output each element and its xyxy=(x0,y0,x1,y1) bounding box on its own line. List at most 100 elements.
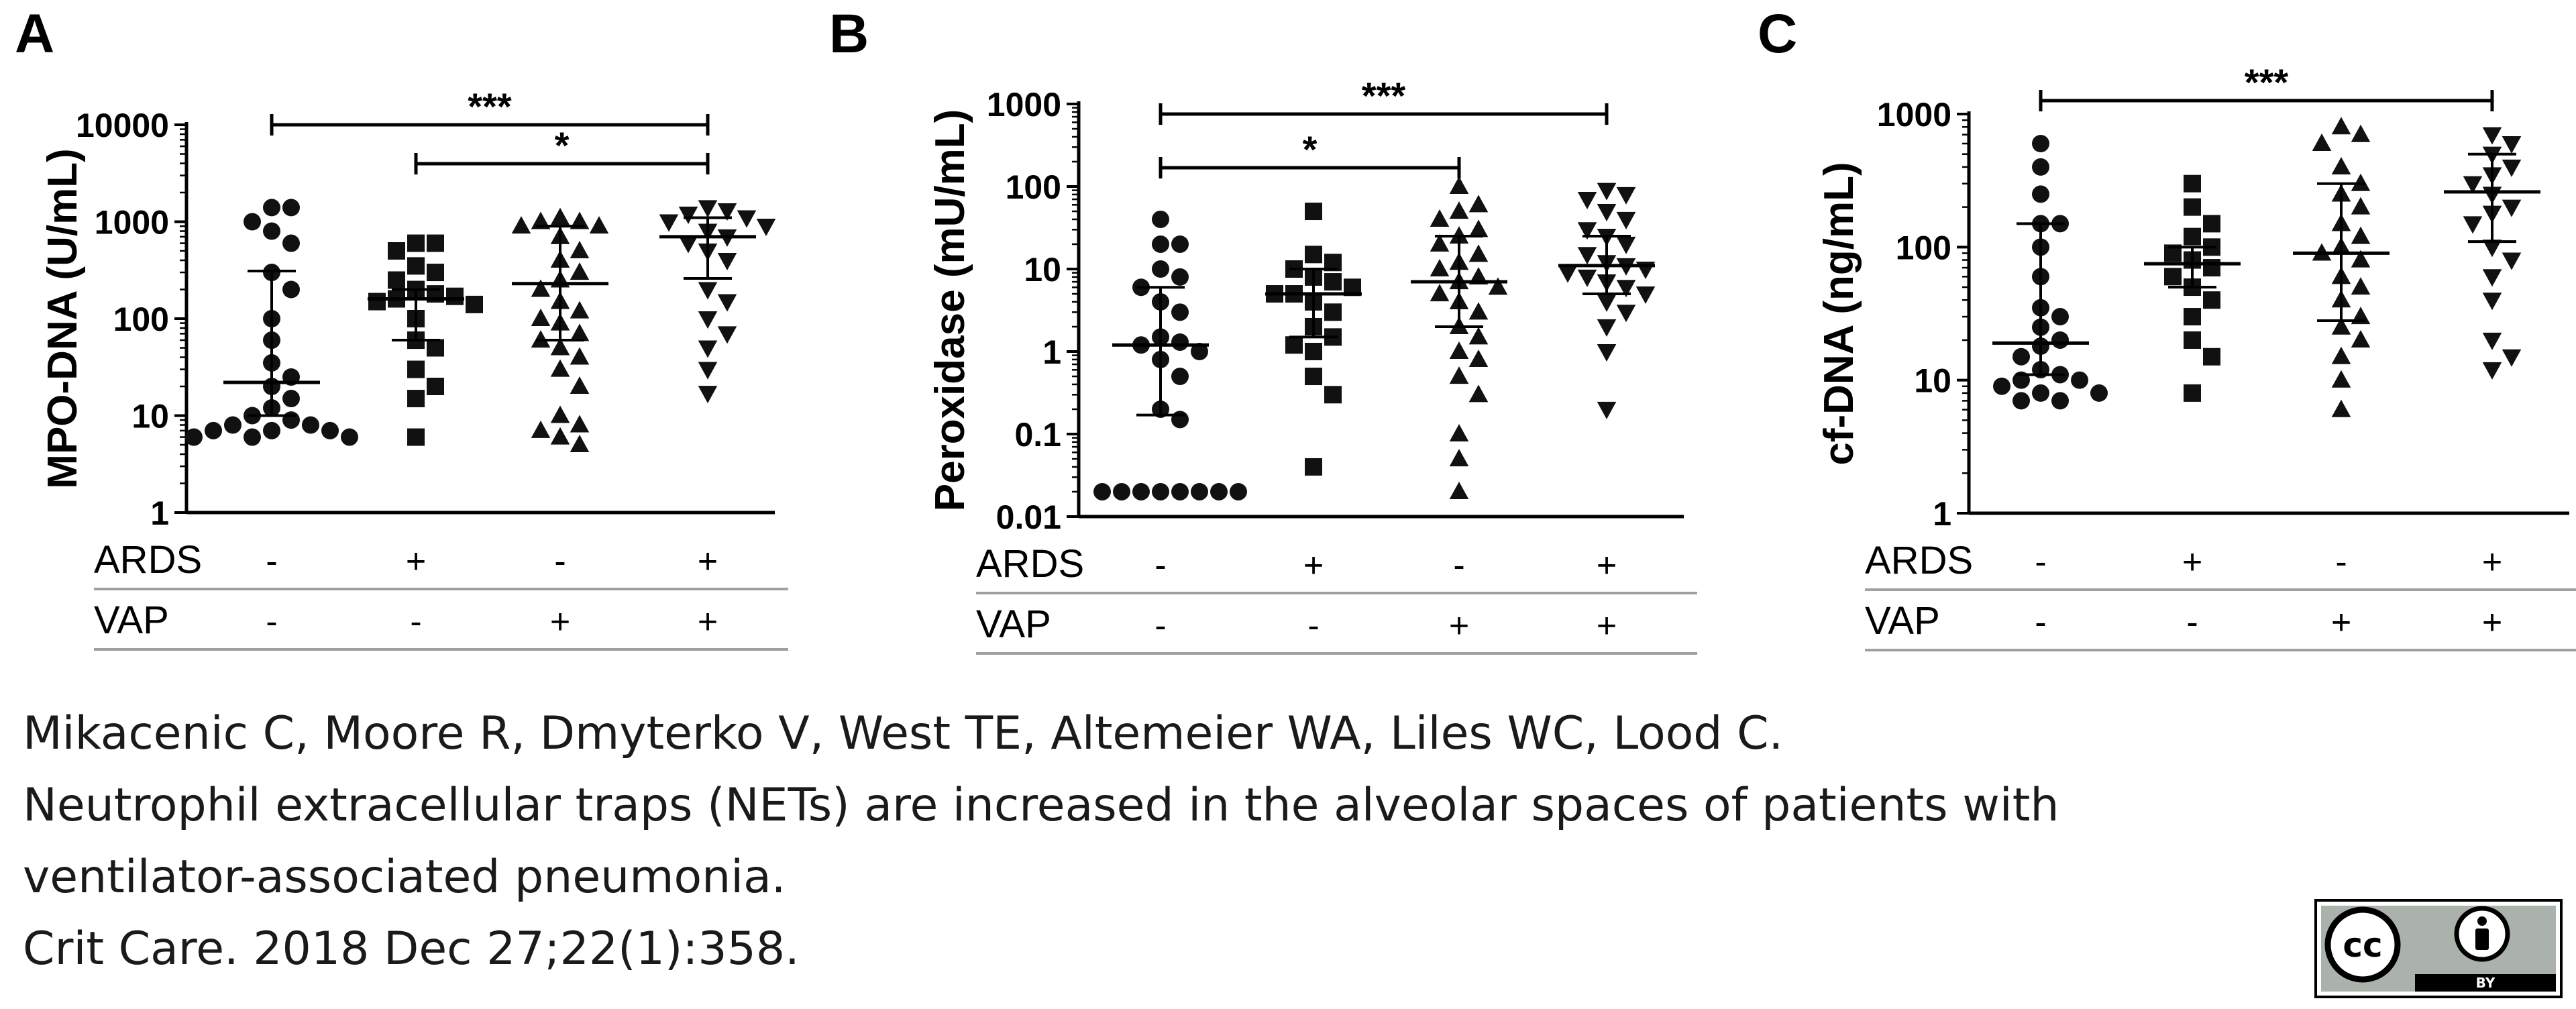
data-point xyxy=(1305,458,1322,476)
group-sign: - xyxy=(554,542,566,581)
data-point xyxy=(1468,327,1489,345)
group-sign: - xyxy=(266,542,277,581)
data-point xyxy=(1558,265,1578,283)
cc-by-license-badge[interactable]: cc BY xyxy=(2314,899,2563,998)
group-row-label: VAP xyxy=(976,602,1051,646)
data-point xyxy=(531,420,551,438)
data-point xyxy=(427,378,444,396)
data-point xyxy=(244,213,261,231)
data-point xyxy=(1171,333,1189,351)
group-sign: - xyxy=(2035,603,2046,642)
data-point xyxy=(1324,386,1342,404)
data-point xyxy=(2482,332,2502,350)
data-point xyxy=(570,241,590,259)
group-sign: - xyxy=(1453,546,1464,585)
series-2 xyxy=(368,234,483,446)
data-point xyxy=(1577,269,1597,287)
data-point xyxy=(570,376,590,394)
data-point xyxy=(550,337,570,356)
group-table: ARDS - + - + VAP - - + + xyxy=(94,538,788,651)
data-point xyxy=(2312,134,2332,152)
data-point xyxy=(1616,187,1636,205)
data-point xyxy=(2482,269,2502,287)
data-point xyxy=(2351,124,2371,142)
data-point xyxy=(1488,277,1508,295)
data-point xyxy=(1191,343,1208,360)
data-point xyxy=(737,210,757,228)
y-tick-label: 1 xyxy=(150,494,169,532)
data-point xyxy=(1577,192,1597,210)
data-point xyxy=(2184,198,2201,216)
data-point xyxy=(388,271,405,289)
data-point xyxy=(1597,203,1617,221)
data-point xyxy=(2090,384,2108,402)
series-3 xyxy=(1411,176,1508,500)
significance-label: * xyxy=(1303,128,1318,170)
group-sign: + xyxy=(550,602,570,641)
data-point xyxy=(2502,199,2522,217)
citation-journal: Crit Care. 2018 Dec 27;22(1):358. xyxy=(23,922,800,975)
group-sign: + xyxy=(1449,606,1469,645)
data-point xyxy=(570,323,590,341)
panel-letter: A xyxy=(15,3,54,64)
panel-letter: B xyxy=(829,3,869,64)
data-point xyxy=(2012,392,2030,410)
data-point xyxy=(698,282,718,300)
data-point xyxy=(282,411,300,429)
citation-title-line2: ventilator-associated pneumonia. xyxy=(23,851,786,904)
group-table: ARDS - + - + VAP - - + + xyxy=(1865,539,2576,651)
data-point xyxy=(2502,159,2522,177)
significance-label: *** xyxy=(468,85,512,127)
citation-title-line1: Neutrophil extracellular traps (NETs) ar… xyxy=(23,779,2059,832)
data-point xyxy=(2351,250,2371,268)
data-point xyxy=(1152,235,1169,253)
group-sign: + xyxy=(2482,603,2502,642)
data-point xyxy=(2071,371,2088,389)
group-sign: + xyxy=(2182,543,2202,582)
data-point xyxy=(368,293,386,311)
data-point xyxy=(511,216,531,234)
significance-bracket: *** xyxy=(1159,74,1609,125)
data-point xyxy=(1597,294,1617,312)
data-point xyxy=(2184,384,2201,402)
data-point xyxy=(2331,399,2351,417)
data-point xyxy=(282,280,300,299)
data-point xyxy=(1210,482,1228,500)
group-row-label: ARDS xyxy=(976,542,1084,586)
citation-authors: Mikacenic C, Moore R, Dmyterko V, West T… xyxy=(23,707,1784,760)
data-point xyxy=(2184,331,2201,349)
data-point xyxy=(1468,384,1489,403)
data-point xyxy=(446,287,464,305)
data-point xyxy=(1468,266,1489,284)
data-point xyxy=(2502,349,2522,367)
data-point xyxy=(185,428,203,446)
data-point xyxy=(570,301,590,319)
data-point xyxy=(2203,259,2220,277)
citation: Mikacenic C, Moore R, Dmyterko V, West T… xyxy=(23,698,2304,985)
data-point xyxy=(1449,176,1469,195)
data-point xyxy=(589,216,609,234)
data-point xyxy=(2331,117,2351,135)
series-1 xyxy=(185,199,358,446)
data-point xyxy=(1430,259,1450,277)
data-point xyxy=(1305,368,1322,386)
data-point xyxy=(282,390,300,408)
data-point xyxy=(1635,286,1656,304)
data-point xyxy=(1430,284,1450,302)
data-point xyxy=(1093,482,1111,500)
series-2 xyxy=(2144,174,2241,402)
data-point xyxy=(2502,252,2522,270)
data-point xyxy=(1324,273,1342,291)
data-point xyxy=(2331,370,2351,388)
y-axis-label: cf-DNA (ng/mL) xyxy=(1816,162,1862,465)
data-point xyxy=(2032,384,2049,402)
data-point xyxy=(1577,247,1597,265)
data-point xyxy=(407,257,425,275)
data-point xyxy=(717,326,737,344)
y-tick-label: 1000 xyxy=(987,86,1061,123)
data-point xyxy=(717,252,737,270)
group-sign: - xyxy=(1307,606,1319,645)
series-1 xyxy=(1093,210,1247,500)
y-tick-label: 100 xyxy=(113,301,169,338)
